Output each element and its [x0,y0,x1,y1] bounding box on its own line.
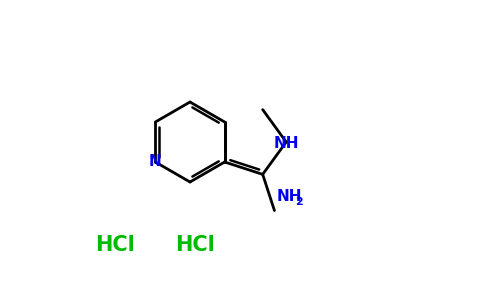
Text: HCl: HCl [95,235,135,255]
Text: NH: NH [276,188,302,203]
Text: 2: 2 [295,196,303,206]
Text: NH: NH [273,136,299,152]
Text: N: N [149,154,162,169]
Text: HCl: HCl [175,235,215,255]
